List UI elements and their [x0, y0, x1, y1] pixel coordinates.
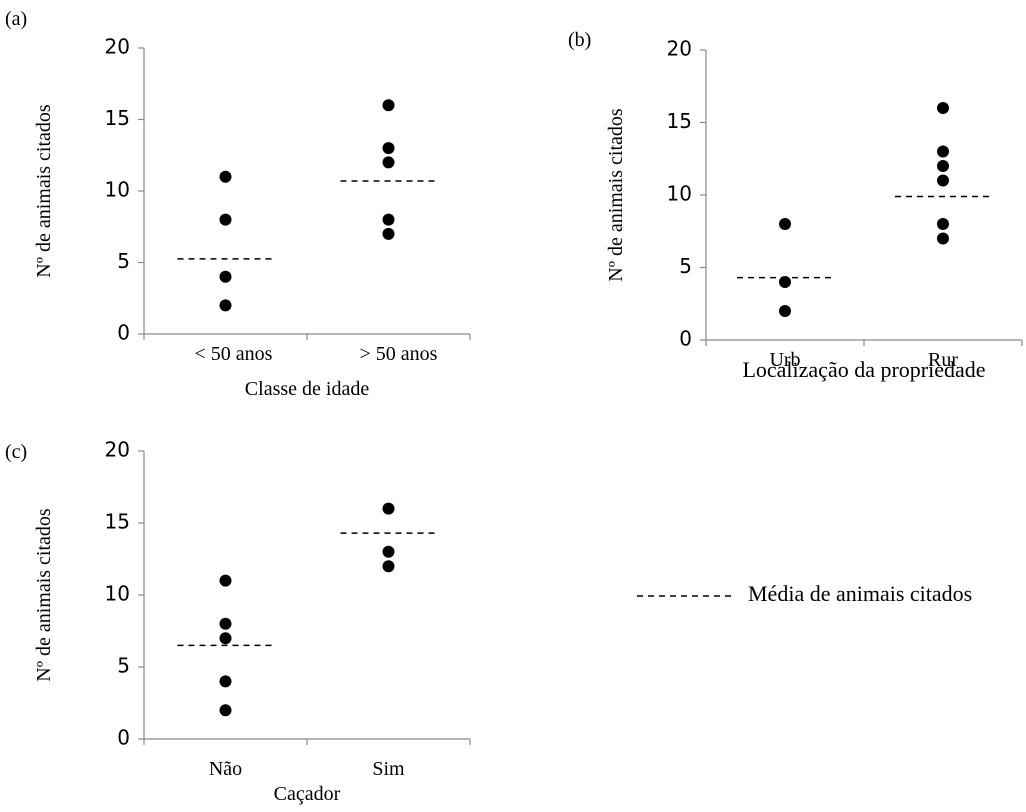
data-point — [219, 213, 232, 226]
data-point — [937, 102, 949, 114]
y-tick-label: 5 — [679, 254, 692, 278]
data-point — [937, 160, 949, 172]
data-point — [382, 502, 395, 515]
x-category-label: Urb — [769, 349, 800, 371]
data-point — [219, 574, 232, 587]
y-tick-label: 0 — [117, 321, 130, 345]
panel-a: (a) 0 5 10 15 20 < 50 anos > 50 anos Classe de i… — [5, 8, 471, 400]
data-point — [382, 99, 395, 112]
data-point — [937, 232, 949, 245]
data-point — [219, 704, 232, 717]
y-tick-label: 15 — [105, 510, 130, 534]
panels: (a) 0 5 10 15 20 < 50 anos > 50 anos Classe de i… — [5, 8, 1023, 805]
data-point — [219, 675, 232, 688]
y-axis-label: Nº de animais citados — [33, 508, 55, 682]
y-tick-label: 15 — [667, 109, 692, 133]
data-point — [382, 227, 395, 240]
y-tick-label: 10 — [105, 582, 130, 606]
data-point — [219, 617, 232, 630]
data-point — [779, 218, 791, 230]
panel-c: (c) 0 5 10 15 20 Não Sim Caçador Nº de animais ci… — [5, 438, 471, 805]
panel-label: (a) — [5, 8, 27, 30]
y-tick-label: 5 — [117, 249, 130, 273]
data-point — [937, 218, 949, 230]
x-category-label: Sim — [372, 758, 405, 780]
x-category-label: < 50 anos — [195, 343, 273, 365]
legend: Média de animais citados — [637, 581, 972, 606]
data-point — [219, 632, 232, 645]
data-point — [382, 560, 395, 573]
x-category-label: Rur — [928, 349, 958, 371]
y-tick-label: 0 — [679, 327, 692, 351]
data-point — [219, 170, 232, 183]
data-point — [382, 156, 395, 169]
panel-label: (c) — [5, 441, 27, 463]
x-axis-label: Caçador — [274, 783, 341, 805]
data-point — [937, 174, 949, 187]
data-point — [779, 276, 791, 288]
x-category-label: Não — [209, 758, 242, 780]
y-tick-label: 0 — [117, 726, 130, 750]
x-axis-label: Localização da propriedade — [742, 357, 985, 382]
data-point — [937, 145, 949, 158]
y-axis-label: Nº de animais citados — [33, 104, 55, 278]
y-tick-label: 20 — [105, 438, 130, 462]
data-point — [382, 142, 395, 155]
data-point — [382, 213, 395, 226]
y-tick-label: 20 — [105, 35, 130, 59]
y-tick-label: 5 — [117, 654, 130, 678]
data-point — [219, 299, 232, 312]
legend-label: Média de animais citados — [748, 581, 972, 606]
data-point — [382, 545, 395, 558]
data-point — [219, 270, 232, 283]
x-category-label: > 50 anos — [360, 343, 438, 365]
y-axis-label: Nº de animais citados — [605, 108, 627, 282]
data-point — [779, 305, 791, 317]
x-axis-label: Classe de idade — [245, 378, 370, 400]
y-tick-label: 20 — [667, 37, 692, 61]
y-tick-label: 15 — [105, 106, 130, 130]
y-tick-label: 10 — [667, 182, 692, 206]
y-tick-label: 10 — [105, 178, 130, 202]
panel-label: (b) — [568, 29, 591, 51]
